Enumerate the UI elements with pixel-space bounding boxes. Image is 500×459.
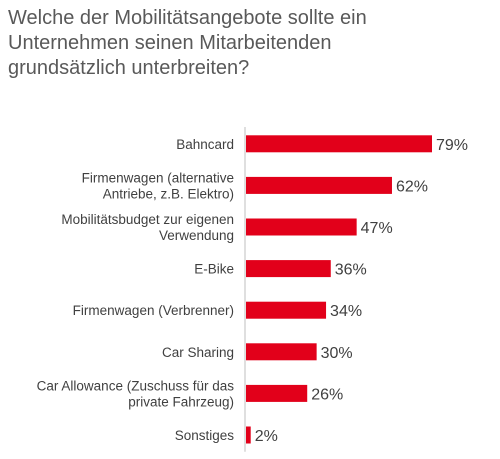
- data-label: 36%: [335, 262, 367, 279]
- bar: [246, 301, 327, 319]
- category-label: Car Allowance (Zuschuss für das private F…: [37, 378, 235, 409]
- data-label: 34%: [330, 303, 362, 320]
- data-label: 2%: [255, 428, 278, 445]
- chart-title: Welche der Mobilitätsangebote sollte ein…: [8, 7, 367, 79]
- data-label: 26%: [311, 386, 343, 403]
- category-label: Bahncard: [176, 137, 234, 152]
- bar: [246, 176, 392, 194]
- category-label: Car Sharing: [162, 345, 234, 360]
- bar: [246, 260, 331, 278]
- data-label: 79%: [436, 137, 468, 154]
- bar: [246, 343, 317, 361]
- bar: [246, 384, 308, 402]
- category-label: Sonstiges: [175, 428, 235, 443]
- category-label: Mobilitätsbudget zur eigenen Verwendung: [61, 212, 234, 243]
- data-label: 30%: [321, 345, 353, 362]
- bar: [246, 218, 357, 236]
- category-label: Firmenwagen (Verbrenner): [73, 303, 234, 318]
- category-label: E-Bike: [194, 262, 234, 277]
- data-label: 62%: [396, 178, 428, 195]
- bar: [246, 426, 251, 444]
- data-label: 47%: [361, 220, 393, 237]
- bar: [246, 135, 432, 153]
- category-label: Firmenwagen (alternative Antriebe, z.B. E…: [82, 170, 234, 201]
